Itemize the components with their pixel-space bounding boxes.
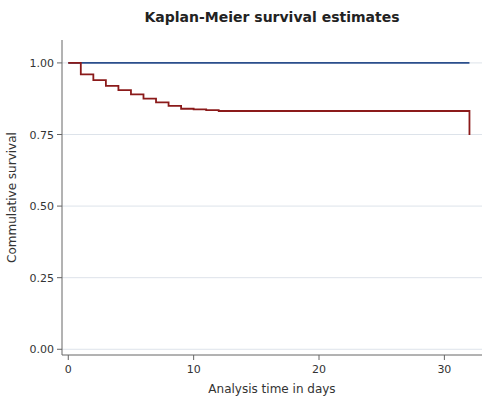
grid-line — [62, 62, 482, 63]
y-axis-label: Commulative survival — [5, 132, 19, 263]
survival-step-line — [68, 62, 469, 64]
y-tick — [57, 134, 62, 135]
y-tick — [57, 349, 62, 350]
axes: 0 10 20 30 0.00 0.25 0.50 0.75 1.00 — [30, 40, 483, 376]
chart-title: Kaplan-Meier survival estimates — [144, 9, 399, 25]
x-tick-label: 10 — [187, 363, 201, 376]
x-axis-label: Analysis time in days — [208, 382, 335, 396]
y-tick-label: 0.25 — [30, 272, 55, 285]
x-tick — [444, 355, 445, 360]
grid-line — [62, 206, 482, 207]
survival-step-line — [68, 63, 469, 135]
series-group — [68, 63, 469, 135]
grid-line — [62, 134, 482, 135]
y-tick — [57, 277, 62, 278]
y-tick-label: 1.00 — [30, 57, 55, 70]
chart-container: 0 10 20 30 0.00 0.25 0.50 0.75 1.00 Kaplan-Meier … — [0, 0, 500, 407]
x-tick-label: 20 — [312, 363, 326, 376]
y-tick-label: 0.50 — [30, 200, 55, 213]
x-tick — [68, 355, 69, 360]
y-axis-line — [62, 40, 63, 355]
grid-line — [62, 349, 482, 350]
x-axis-line — [62, 355, 482, 356]
x-tick-label: 0 — [65, 363, 72, 376]
x-tick — [193, 355, 194, 360]
y-tick — [57, 206, 62, 207]
grid-line — [62, 277, 482, 278]
x-tick-label: 30 — [437, 363, 451, 376]
y-tick-label: 0.00 — [30, 343, 55, 356]
x-tick — [319, 355, 320, 360]
grid — [62, 63, 482, 349]
y-tick-label: 0.75 — [30, 129, 55, 142]
chart-svg: 0 10 20 30 0.00 0.25 0.50 0.75 1.00 Kaplan-Meier … — [0, 0, 500, 407]
y-tick — [57, 62, 62, 63]
